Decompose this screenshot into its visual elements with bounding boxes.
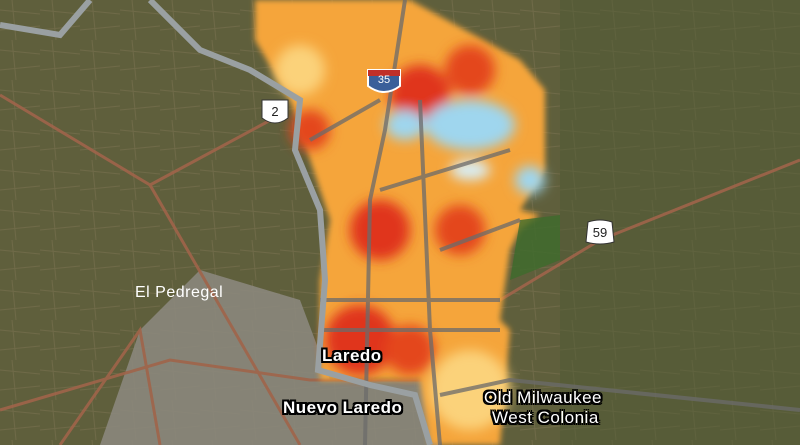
local-roads (309, 0, 800, 445)
heat-layer (255, 0, 545, 445)
place-label-laredo[interactable]: Laredo (322, 346, 382, 365)
place-label-old-milwaukee[interactable]: Old Milwaukee (484, 388, 602, 407)
interstate-shield-icon (367, 69, 401, 93)
place-label-el-pedregal[interactable]: El Pedregal (135, 284, 224, 301)
place-label-west-colonia[interactable]: West Colonia (492, 408, 599, 427)
park-area (510, 215, 560, 280)
place-label-nuevo-laredo[interactable]: Nuevo Laredo (283, 398, 403, 417)
rio-grande-river (0, 0, 433, 445)
us-highway-shield-icon (585, 219, 615, 245)
us-59-shield-label: 59 (592, 225, 608, 240)
route-2-shield-label: 2 (271, 104, 279, 119)
urban-area-nuevo-laredo (100, 270, 440, 445)
interstate-shield-label: 35 (377, 74, 391, 86)
route-shield-icon (261, 99, 289, 124)
